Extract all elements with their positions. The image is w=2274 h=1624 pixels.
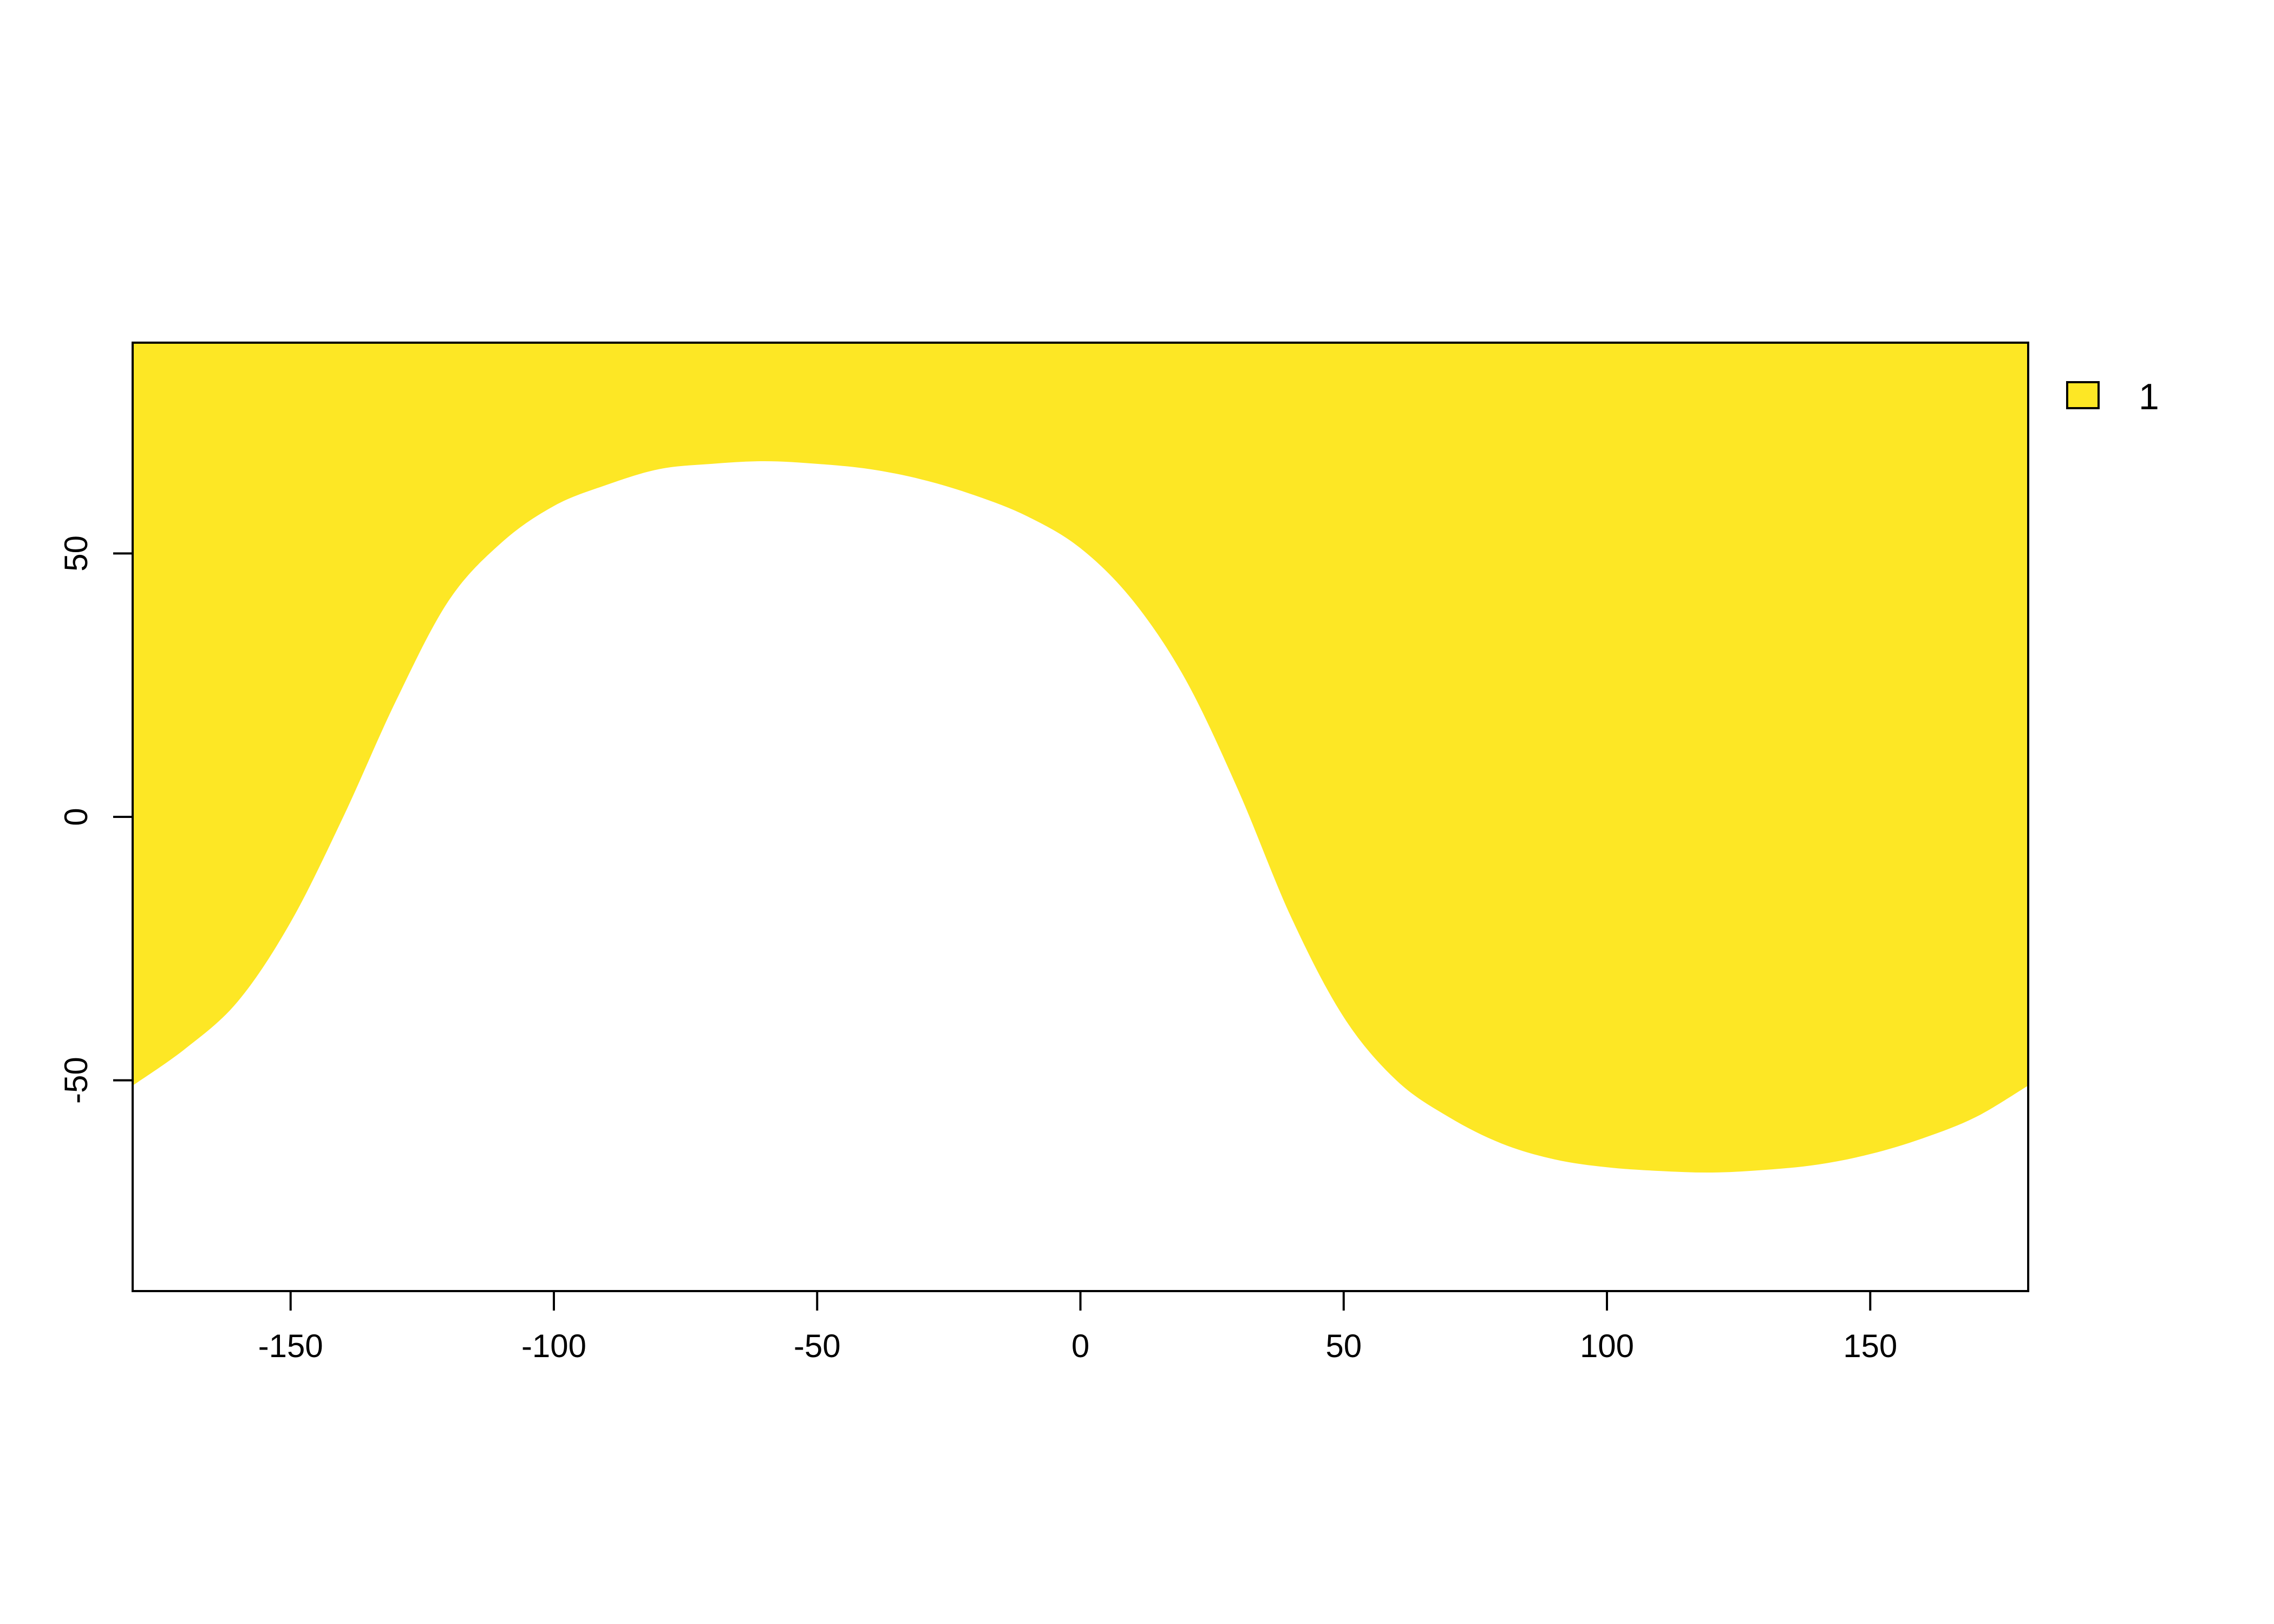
y-tick-label: 0 bbox=[58, 808, 94, 826]
x-tick-label: 0 bbox=[1071, 1328, 1089, 1364]
plot-area bbox=[133, 343, 2028, 1173]
y-tick-label: -50 bbox=[58, 1057, 94, 1104]
x-tick-label: 50 bbox=[1325, 1328, 1362, 1364]
legend: 1 bbox=[2066, 376, 2159, 417]
y-tick-label: 50 bbox=[58, 535, 94, 572]
x-tick-label: 150 bbox=[1843, 1328, 1897, 1364]
x-tick-label: -50 bbox=[794, 1328, 841, 1364]
legend-swatch-1 bbox=[2066, 381, 2100, 409]
x-tick-label: -150 bbox=[258, 1328, 323, 1364]
legend-label-1: 1 bbox=[2139, 376, 2159, 417]
x-tick-label: -100 bbox=[521, 1328, 586, 1364]
y-axis: -50 0 50 bbox=[58, 535, 133, 1104]
filled-region-value-1 bbox=[133, 343, 2028, 1173]
x-axis: -150 -100 -50 0 50 100 150 bbox=[258, 1291, 1897, 1364]
x-tick-label: 100 bbox=[1580, 1328, 1634, 1364]
